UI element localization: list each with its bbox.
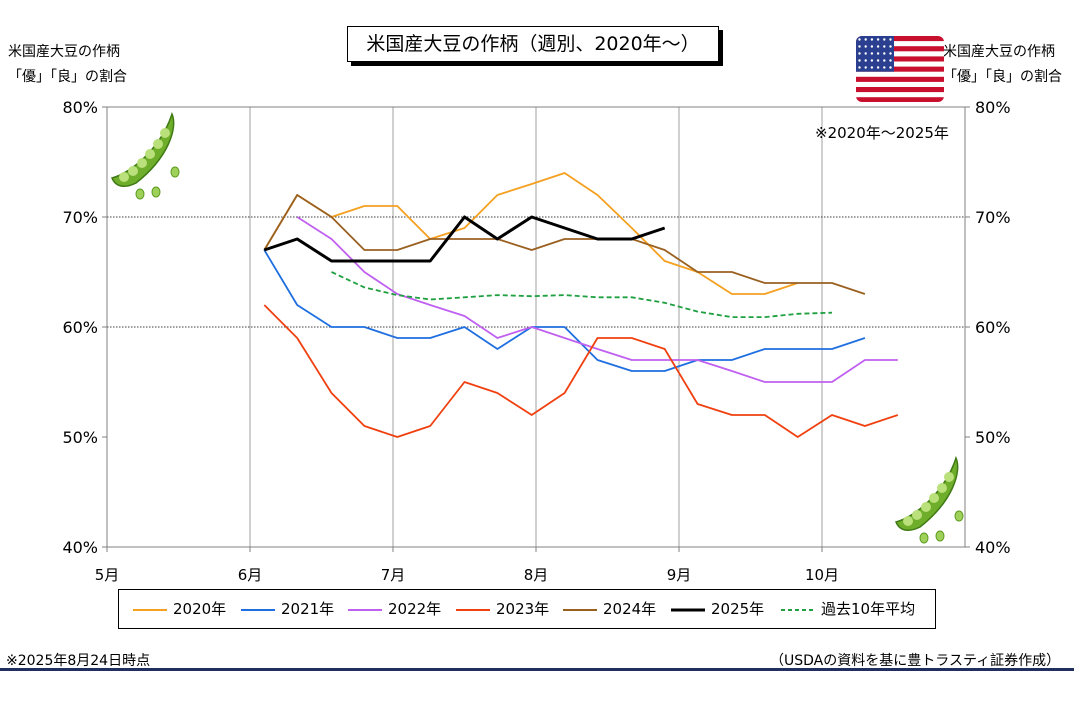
legend-swatch [563,608,597,611]
flag-star [864,52,867,55]
flag-star [858,38,861,41]
series-line-2024年 [263,194,866,295]
x-tick-label: 9月 [667,566,692,584]
series-line-2025年 [263,215,666,263]
flag-star [870,66,874,69]
legend-label: 2025年 [711,600,765,618]
flag-star [864,38,867,41]
y-tick-label-right: 70% [975,208,1011,227]
flag-star [889,38,892,41]
y-axis-left: 40% 50% 60% 70% 80% [62,98,107,557]
flag-star [858,52,861,55]
legend-swatch [456,608,490,611]
flag-star [883,45,886,48]
series-line-2023年 [263,304,899,438]
flag-star [858,66,861,69]
legend-swatch [348,608,382,611]
x-tick-label: 5月 [95,566,120,584]
x-axis: 5月 6月 7月 8月 9月 10月 [95,547,839,584]
legend-item: 2025年 [671,599,764,619]
flag-star [883,66,886,69]
flag-star [883,38,886,41]
footnote-date: ※2025年8月24日時点 [6,653,151,669]
flag-star [870,59,874,62]
legend-label: 2024年 [603,600,657,618]
legend-item: 2020年 [133,599,226,619]
legend-label: 2022年 [388,600,442,618]
x-tick-label: 10月 [805,566,839,584]
legend-item: 2022年 [348,599,441,619]
legend-item: 過去10年平均 [781,599,915,619]
flag-star [870,38,874,41]
y-tick-label-left: 70% [62,208,98,227]
flag-star [876,45,880,48]
legend-label: 2020年 [173,600,227,618]
flag-star [864,45,867,48]
series-line-2021年 [263,249,866,372]
y-tick-label-right: 80% [975,98,1011,117]
flag-star [889,59,892,62]
legend-swatch [781,608,815,611]
chart-title: 米国産大豆の作柄（週別、2020年～） [347,26,719,62]
left-axis-label-line2: 「優」「良」の割合 [8,69,127,85]
range-note: ※2020年～2025年 [815,124,949,142]
flag-star [883,52,886,55]
series-line-2022年 [296,216,898,383]
legend-label: 2023年 [496,600,550,618]
flag-star [876,52,880,55]
flag-star [876,59,880,62]
flag-star [889,66,892,69]
y-axis-right: 40% 50% 60% 70% 80% [965,98,1011,557]
x-tick-label: 8月 [524,566,549,584]
x-tick-label: 7月 [381,566,406,584]
right-axis-label-line1: 米国産大豆の作柄 [943,44,1055,60]
y-tick-label-left: 40% [62,538,98,557]
x-tick-label: 6月 [238,566,263,584]
legend-swatch [241,608,275,611]
us-flag-icon [856,36,944,102]
legend-label: 2021年 [281,600,335,618]
soybean-pod-icon [894,455,964,544]
y-tick-label-left: 80% [62,98,98,117]
y-tick-label-right: 60% [975,318,1011,337]
flag-star [858,59,861,62]
flag-star [864,66,867,69]
y-tick-label-right: 40% [975,538,1011,557]
flag-star [889,45,892,48]
flag-star [883,59,886,62]
soybean-pod-icon [110,111,180,200]
footnote-source: （USDAの資料を基に豊トラスティ証券作成） [770,653,1061,669]
bottom-rule [0,668,1074,671]
y-tick-label-left: 60% [62,318,98,337]
legend-item: 2021年 [241,599,334,619]
legend-swatch [133,608,167,611]
flag-star [858,45,861,48]
y-tick-label-left: 50% [62,428,98,447]
legend-item: 2023年 [456,599,549,619]
right-axis-label-line2: 「優」「良」の割合 [943,69,1062,85]
y-tick-label-right: 50% [975,428,1011,447]
flag-star [870,52,874,55]
legend-item: 2024年 [563,599,656,619]
flag-star [864,59,867,62]
legend-label: 過去10年平均 [821,600,916,618]
flag-star [876,66,880,69]
flag-star [870,45,874,48]
legend: 2020年 2021年 2022年 2023年 2024年 2025年 過去10年平均 [118,589,936,629]
left-axis-label-line1: 米国産大豆の作柄 [8,44,120,60]
series-line-2020年 [263,172,798,295]
legend-swatch [671,608,705,611]
series-lines [263,172,899,438]
flag-star [876,38,880,41]
flag-star [889,52,892,55]
